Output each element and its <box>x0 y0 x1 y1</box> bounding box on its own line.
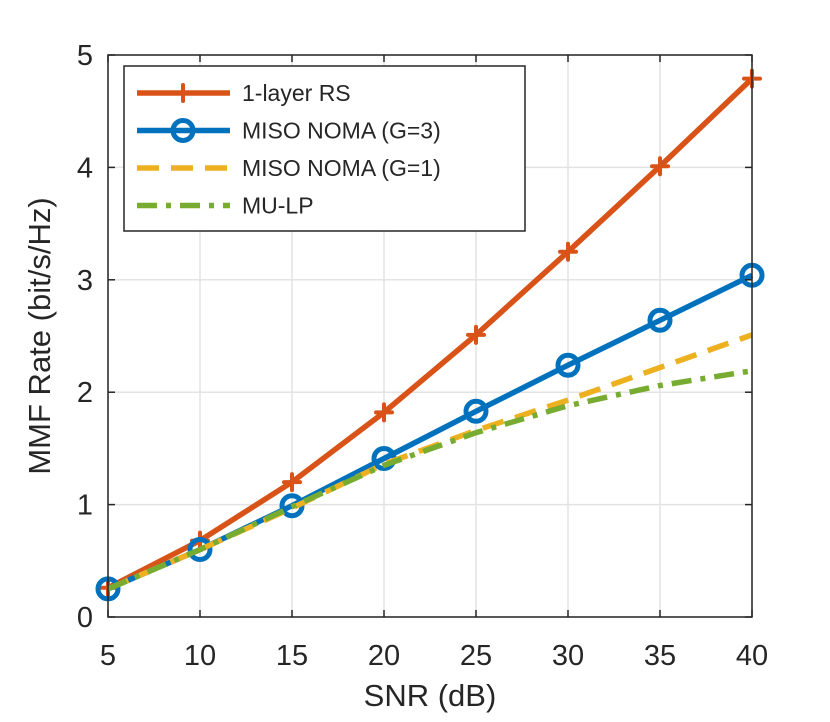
x-tick-label: 35 <box>644 640 676 672</box>
legend-label: MU-LP <box>242 193 314 219</box>
series-layer <box>95 68 765 602</box>
legend-label: 1-layer RS <box>242 80 351 106</box>
y-tick-label: 0 <box>77 602 93 634</box>
data-point <box>647 307 673 333</box>
y-tick-label: 4 <box>77 152 93 184</box>
series-line <box>106 368 753 592</box>
y-tick-label: 1 <box>77 490 93 522</box>
data-point <box>187 537 213 563</box>
y-tick-label: 5 <box>77 40 93 72</box>
y-axis-label: MMF Rate (bit/s/Hz) <box>22 197 57 474</box>
x-tick-label: 5 <box>100 640 116 672</box>
x-tick-label: 40 <box>736 640 768 672</box>
x-tick-label: 25 <box>460 640 492 672</box>
y-tick-label: 3 <box>77 265 93 297</box>
series-3 <box>106 368 753 592</box>
legend-swatch-marker <box>170 118 196 143</box>
series-0 <box>98 68 762 598</box>
data-point <box>463 398 489 424</box>
y-tick-label: 2 <box>77 377 93 409</box>
data-point <box>555 352 581 378</box>
plot-box <box>107 54 753 618</box>
x-tick-label: 30 <box>552 640 584 672</box>
legend-items: 1-layer RS MISO NOMA (G=3) MISO NOMA (G=1)… <box>137 80 441 219</box>
x-tick-label: 20 <box>368 640 400 672</box>
legend-item: MISO NOMA (G=1) <box>137 155 441 181</box>
legend-item: MISO NOMA (G=3) <box>137 118 441 144</box>
tick-layer: 5 10 15 20 25 30 35 40 0 1 2 3 4 5 <box>77 40 768 672</box>
legend-item: MU-LP <box>137 193 314 219</box>
legend-item: 1-layer RS <box>137 80 351 106</box>
legend-label: MISO NOMA (G=1) <box>242 155 441 181</box>
series-line <box>106 76 754 591</box>
x-axis-label: SNR (dB) <box>364 678 497 713</box>
legend: 1-layer RS MISO NOMA (G=3) MISO NOMA (G=1)… <box>123 65 526 232</box>
legend-label: MISO NOMA (G=3) <box>242 118 441 144</box>
x-tick-label: 15 <box>276 640 308 672</box>
x-tick-label: 10 <box>184 640 216 672</box>
